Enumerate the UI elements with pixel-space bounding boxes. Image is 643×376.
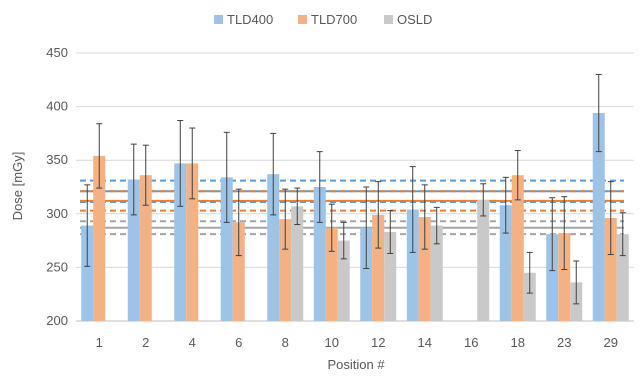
error-bar-tld700-1 — [96, 123, 103, 189]
error-bar-tld700-18 — [514, 150, 521, 201]
error-bar-tld700-4 — [189, 127, 196, 200]
bar-tld400-6 — [220, 177, 233, 321]
legend-label-tld700: TLD700 — [311, 12, 357, 27]
y-tick-labels: 200 250 300 350 400 450 — [46, 45, 68, 328]
bar-tld700-2 — [139, 175, 152, 321]
legend: TLD400 TLD700 OSLD — [214, 12, 432, 27]
x-tick-label-18: 18 — [511, 335, 525, 350]
bars — [81, 113, 629, 321]
bar-tld700-1 — [93, 155, 106, 321]
error-bar-osld-8 — [294, 187, 301, 226]
y-tick-label-350: 350 — [46, 152, 68, 167]
y-tick-label-250: 250 — [46, 259, 68, 274]
x-tick-label-10: 10 — [325, 335, 339, 350]
error-bar-osld-29 — [619, 212, 626, 257]
y-tick-label-400: 400 — [46, 99, 68, 114]
x-tick-label-12: 12 — [371, 335, 385, 350]
bar-tld400-4 — [174, 163, 187, 321]
bar-tld400-14 — [406, 209, 419, 321]
error-bar-tld400-12 — [363, 186, 370, 269]
error-bar-tld700-12 — [375, 181, 382, 249]
bar-tld700-6 — [232, 222, 245, 321]
error-bar-tld700-2 — [142, 144, 149, 206]
x-tick-label-6: 6 — [235, 335, 242, 350]
x-tick-label-16: 16 — [464, 335, 478, 350]
error-bars — [84, 73, 626, 305]
error-bar-tld400-29 — [595, 73, 602, 153]
legend-label-tld400: TLD400 — [227, 12, 273, 27]
bar-tld700-14 — [418, 217, 431, 321]
x-axis-title: Position # — [327, 357, 385, 372]
legend-label-osld: OSLD — [397, 12, 432, 27]
y-tick-label-450: 450 — [46, 45, 68, 60]
error-bar-tld400-18 — [502, 176, 509, 234]
error-bar-tld400-10 — [316, 151, 323, 223]
y-axis-title: Dose [mGy] — [10, 152, 25, 221]
error-bar-tld400-14 — [409, 166, 416, 253]
legend-swatch-osld — [384, 15, 393, 24]
error-bar-tld700-10 — [328, 203, 335, 252]
error-bar-osld-16 — [480, 183, 487, 217]
legend-item-tld400: TLD400 — [214, 12, 273, 27]
error-bar-osld-12 — [387, 210, 394, 254]
x-tick-label-29: 29 — [604, 335, 618, 350]
x-tick-label-4: 4 — [189, 335, 196, 350]
bar-tld400-8 — [267, 174, 280, 321]
error-bar-tld700-14 — [421, 184, 428, 250]
bar-osld-8 — [291, 206, 304, 321]
error-bar-osld-14 — [433, 206, 440, 245]
legend-item-osld: OSLD — [384, 12, 432, 27]
error-bar-osld-10 — [340, 221, 347, 260]
bar-tld400-12 — [360, 227, 373, 321]
legend-swatch-tld400 — [214, 15, 223, 24]
bar-osld-10 — [337, 240, 350, 321]
bar-osld-18 — [523, 272, 536, 321]
error-bar-osld-23 — [573, 260, 580, 305]
bar-tld400-1 — [81, 225, 94, 321]
y-tick-label-300: 300 — [46, 206, 68, 221]
x-tick-label-1: 1 — [96, 335, 103, 350]
bar-osld-12 — [384, 232, 397, 321]
x-tick-labels: 1 2 4 6 8 10 12 14 16 18 23 29 — [96, 335, 618, 350]
error-bar-tld700-6 — [235, 188, 242, 257]
bar-tld400-23 — [546, 234, 559, 321]
x-tick-label-8: 8 — [282, 335, 289, 350]
error-bar-tld400-4 — [177, 120, 184, 207]
error-bar-tld700-29 — [607, 181, 614, 256]
legend-item-tld700: TLD700 — [298, 12, 357, 27]
x-tick-label-14: 14 — [418, 335, 432, 350]
bar-osld-16 — [477, 199, 490, 321]
x-tick-label-23: 23 — [557, 335, 571, 350]
reference-lines — [80, 179, 624, 236]
bar-tld700-12 — [372, 214, 385, 321]
y-tick-label-200: 200 — [46, 313, 68, 328]
error-bar-tld400-6 — [223, 131, 230, 223]
error-bar-tld700-8 — [282, 188, 289, 250]
error-bar-tld400-1 — [84, 184, 91, 267]
x-tick-label-2: 2 — [142, 335, 149, 350]
bar-tld400-18 — [499, 205, 512, 321]
gridlines — [76, 52, 634, 322]
bar-osld-14 — [430, 225, 443, 321]
error-bar-osld-18 — [526, 251, 533, 294]
legend-swatch-tld700 — [298, 15, 307, 24]
error-bar-tld700-23 — [561, 196, 568, 271]
error-bar-tld400-8 — [270, 132, 277, 216]
error-bar-tld400-23 — [549, 197, 556, 272]
bar-tld400-10 — [313, 187, 326, 321]
bar-tld700-23 — [558, 233, 571, 321]
bar-tld700-29 — [604, 218, 617, 321]
bar-tld700-18 — [511, 175, 524, 321]
bar-tld400-29 — [592, 113, 605, 321]
bar-tld700-4 — [186, 163, 199, 321]
bar-tld700-8 — [279, 219, 292, 321]
error-bar-tld400-2 — [130, 143, 137, 216]
